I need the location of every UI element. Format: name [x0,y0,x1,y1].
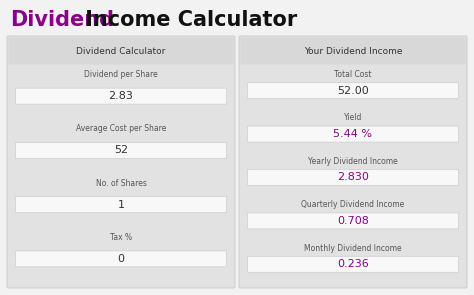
Text: 2.830: 2.830 [337,173,369,183]
FancyBboxPatch shape [16,88,227,104]
Text: 1: 1 [118,200,125,210]
FancyBboxPatch shape [247,83,458,99]
FancyBboxPatch shape [247,170,458,186]
Text: Dividend: Dividend [10,10,114,30]
FancyBboxPatch shape [16,142,227,158]
FancyBboxPatch shape [16,251,227,267]
FancyBboxPatch shape [7,36,235,288]
Text: Dividend per Share: Dividend per Share [84,70,158,79]
FancyBboxPatch shape [247,126,458,142]
Text: Dividend Calculator: Dividend Calculator [76,47,166,55]
Text: Tax %: Tax % [110,233,132,242]
Text: 52: 52 [114,145,128,155]
Text: 2.83: 2.83 [109,91,134,101]
Text: Your Dividend Income: Your Dividend Income [304,47,402,55]
Text: Total Cost: Total Cost [334,70,372,79]
Text: No. of Shares: No. of Shares [96,178,146,188]
Text: 0: 0 [118,254,125,264]
Text: 5.44 %: 5.44 % [334,129,373,139]
Text: 52.00: 52.00 [337,86,369,96]
Text: Quarterly Dividend Income: Quarterly Dividend Income [301,200,405,209]
FancyBboxPatch shape [247,213,458,229]
FancyBboxPatch shape [16,197,227,213]
Text: 0.236: 0.236 [337,259,369,269]
FancyBboxPatch shape [9,37,234,65]
Text: Yearly Dividend Income: Yearly Dividend Income [308,157,398,166]
FancyBboxPatch shape [240,37,465,65]
Text: Income Calculator: Income Calculator [78,10,297,30]
Text: Yield: Yield [344,113,362,122]
Text: Monthly Dividend Income: Monthly Dividend Income [304,244,402,253]
Text: 0.708: 0.708 [337,216,369,226]
FancyBboxPatch shape [239,36,467,288]
FancyBboxPatch shape [247,256,458,272]
Text: Average Cost per Share: Average Cost per Share [76,124,166,133]
